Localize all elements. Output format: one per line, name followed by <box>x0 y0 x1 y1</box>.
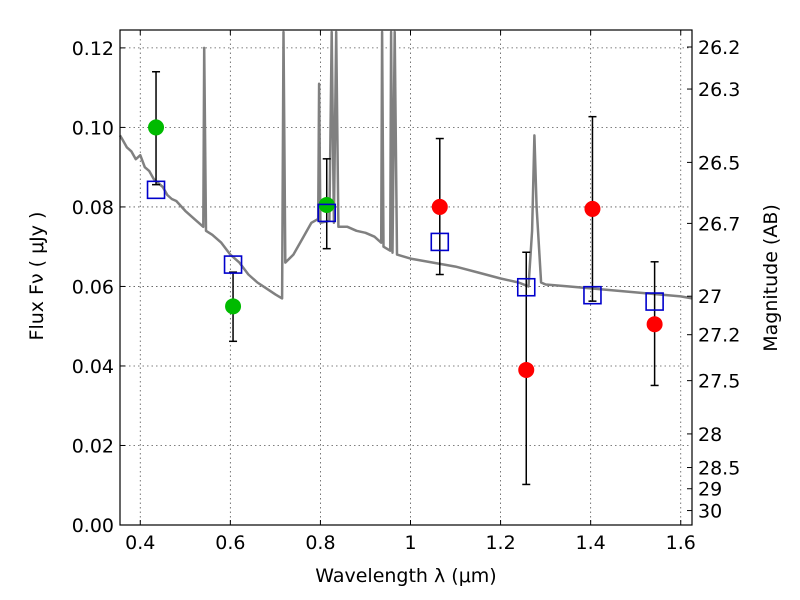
model-spectrum <box>118 30 693 300</box>
model-square <box>645 292 664 311</box>
data-point <box>148 119 165 136</box>
mag-tick-label: 27.5 <box>698 371 740 393</box>
x-tick-label: 1.4 <box>576 532 606 554</box>
mag-tick-label: 28.5 <box>698 458 740 480</box>
y-tick-label: 0.04 <box>72 356 114 378</box>
model-square <box>317 203 337 223</box>
spectrum-line <box>118 30 693 300</box>
y2-axis-label: Magnitude (AB) <box>760 204 782 352</box>
data-point <box>646 316 663 333</box>
model-square <box>430 232 450 252</box>
plot-frame <box>119 29 693 526</box>
model-square <box>516 277 536 297</box>
data-points <box>146 119 664 378</box>
x-tick-label: 0.6 <box>215 532 245 554</box>
data-point <box>518 361 535 378</box>
x-axis-label: Wavelength λ (μm) <box>315 565 496 587</box>
y-axis-label: Flux Fν ( μJy ) <box>26 212 48 341</box>
mag-tick-label: 26.3 <box>698 79 740 101</box>
x-tick-label: 1 <box>404 532 416 554</box>
y-tick-label: 0.10 <box>72 117 114 139</box>
mag-tick-label: 26.7 <box>698 213 740 235</box>
mag-tick-label: 26.5 <box>698 152 740 174</box>
y-tick-label: 0.00 <box>72 515 114 537</box>
mag-tick-label: 28 <box>698 424 722 446</box>
x-tick-label: 0.4 <box>125 532 155 554</box>
mag-tick-label: 27 <box>698 286 722 308</box>
data-point <box>225 298 242 315</box>
error-bars <box>152 70 659 486</box>
y-tick-label: 0.12 <box>72 38 114 60</box>
ticks: 0.4 0.6 0.8 1 1.2 1.4 1.6 0.00 0.02 0.04 0.06 0.08 0… <box>72 30 740 554</box>
mag-tick-label: 29 <box>698 479 722 501</box>
mag-tick-label: 30 <box>698 501 722 523</box>
data-point <box>431 198 448 215</box>
y-tick-label: 0.06 <box>72 276 114 298</box>
x-tick-label: 0.8 <box>305 532 335 554</box>
y-tick-label: 0.08 <box>72 197 114 219</box>
model-square <box>146 180 166 200</box>
mag-tick-label: 27.2 <box>698 325 740 347</box>
x-tick-label: 1.2 <box>485 532 515 554</box>
mag-tick-label: 26.2 <box>698 37 740 59</box>
y-tick-label: 0.02 <box>72 435 114 457</box>
x-tick-label: 1.6 <box>666 532 696 554</box>
model-square <box>583 285 602 305</box>
model-square <box>223 255 243 274</box>
data-point <box>584 200 601 217</box>
